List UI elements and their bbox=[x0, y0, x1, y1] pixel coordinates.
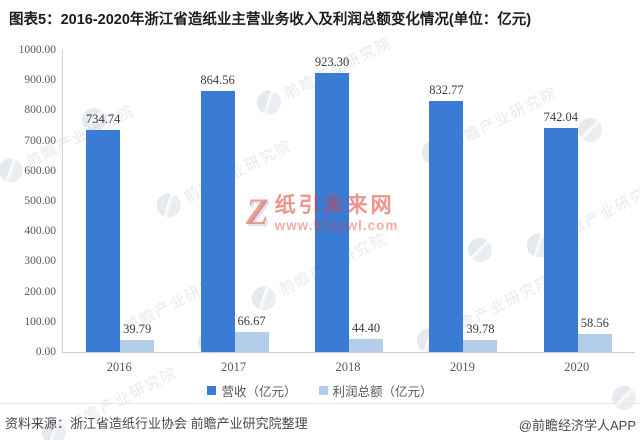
legend-label: 营收（亿元） bbox=[221, 385, 297, 399]
bar-2016-series-0 bbox=[86, 130, 121, 352]
y-axis-tick-label: 800.00 bbox=[24, 104, 56, 117]
bar-2017-series-1 bbox=[234, 331, 269, 352]
bar-value-label: 864.56 bbox=[200, 72, 235, 87]
bar-2020-series-0 bbox=[543, 127, 578, 352]
bar-value-label: 923.30 bbox=[314, 55, 350, 70]
y-axis-tick-label: 100.00 bbox=[24, 315, 56, 328]
x-axis-tick-label: 2016 bbox=[106, 360, 132, 374]
plot-area: 734.74 39.79 864.56 66.67 923.30 44.40 832.77 3… bbox=[62, 50, 635, 353]
bar-value-label: 832.77 bbox=[429, 82, 464, 97]
bar-value-label: 39.79 bbox=[123, 321, 152, 336]
bar-2018-series-1 bbox=[349, 338, 383, 352]
y-axis-tick-label: 200.00 bbox=[24, 285, 56, 298]
bar-value-label: 39.78 bbox=[466, 321, 495, 336]
y-axis-tick-label: 600.00 bbox=[24, 164, 56, 177]
y-axis-tick-label: 700.00 bbox=[24, 134, 56, 147]
globe-logo-icon bbox=[82, 108, 106, 132]
footer-source-text: 资料来源：浙江省造纸行业协会 前瞻产业研究院整理 bbox=[5, 416, 308, 431]
legend-item-1: 利润总额（亿元） bbox=[318, 381, 433, 400]
footer-divider bbox=[0, 403, 640, 404]
bar-2020-series-1 bbox=[577, 334, 612, 352]
legend-item-0: 营收（亿元） bbox=[207, 381, 297, 400]
x-axis-tick-label: 2019 bbox=[449, 360, 475, 374]
x-axis-tick-label: 2020 bbox=[564, 360, 590, 374]
bar-value-label: 44.40 bbox=[351, 320, 381, 335]
bar-value-label: 66.67 bbox=[237, 313, 266, 328]
x-axis-tick-label: 2017 bbox=[221, 360, 247, 374]
bar-value-label: 58.56 bbox=[580, 316, 609, 331]
bar-2018-series-0 bbox=[315, 73, 349, 352]
globe-logo-icon bbox=[468, 238, 492, 262]
bar-value-label: 742.04 bbox=[543, 109, 578, 124]
bar-value-label: 734.74 bbox=[86, 112, 121, 127]
footer-credit-text: @前瞻经济学人APP bbox=[518, 418, 636, 433]
bar-2019-series-0 bbox=[429, 100, 464, 352]
legend-label: 利润总额（亿元） bbox=[332, 385, 433, 399]
legend-swatch-icon bbox=[318, 386, 328, 395]
bar-2016-series-1 bbox=[120, 339, 155, 352]
bar-2017-series-0 bbox=[200, 90, 235, 352]
globe-logo-icon bbox=[578, 118, 602, 142]
legend-swatch-icon bbox=[207, 386, 217, 395]
y-axis-tick-label: 900.00 bbox=[24, 74, 56, 87]
y-axis-tick-label: 500.00 bbox=[24, 195, 56, 207]
y-axis-tick-label: 400.00 bbox=[24, 225, 56, 238]
y-axis-tick-label: 300.00 bbox=[24, 255, 56, 268]
globe-logo-icon bbox=[612, 386, 636, 410]
y-axis-tick-label: 0.00 bbox=[35, 346, 56, 358]
x-axis-tick-label: 2018 bbox=[335, 360, 361, 374]
chart-title: 图表5：2016-2020年浙江省造纸业主营业务收入及利润总额变化情况(单位：亿… bbox=[9, 12, 532, 28]
y-axis-tick-label: 1000.00 bbox=[18, 44, 56, 56]
y-axis: 1000.00 900.00 800.00 700.00 600.00 500.00 400… bbox=[0, 0, 56, 440]
bar-2019-series-1 bbox=[463, 340, 498, 352]
chart-legend: 营收（亿元） 利润总额（亿元） bbox=[0, 381, 640, 400]
